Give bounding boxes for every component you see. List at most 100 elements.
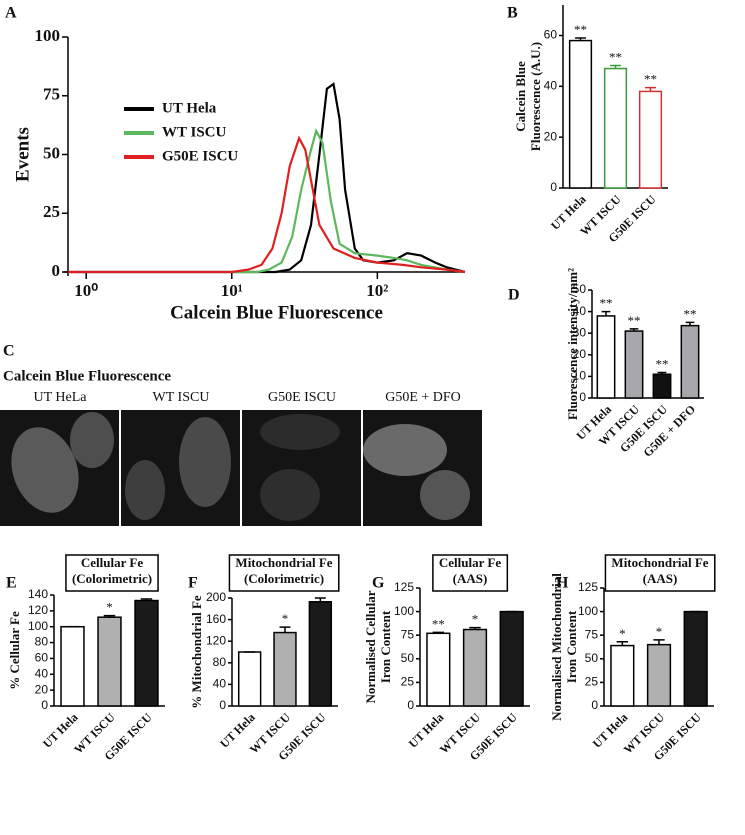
y-tick-label: 80 bbox=[213, 655, 227, 669]
title-frame bbox=[228, 554, 340, 592]
bar bbox=[97, 616, 122, 707]
image-label: WT ISCU bbox=[153, 390, 210, 405]
y-tick-label: 100 bbox=[578, 604, 598, 618]
bar bbox=[680, 324, 700, 399]
y-axis-label: % Cellular Fe bbox=[7, 611, 22, 690]
chart-title: Cellular Fe bbox=[439, 555, 501, 570]
series-line bbox=[68, 82, 466, 274]
y-tick-label: 0 bbox=[219, 698, 226, 712]
error-bar bbox=[685, 321, 695, 326]
y-tick-label: 60 bbox=[544, 28, 558, 42]
chart-title: (Colorimetric) bbox=[72, 571, 152, 586]
y-axis-label: Fluorescence (A.U.) bbox=[528, 42, 543, 151]
y-tick-label: 20 bbox=[35, 682, 49, 696]
chart-title: (AAS) bbox=[453, 571, 488, 586]
error-bar bbox=[469, 626, 481, 630]
error-bar bbox=[575, 37, 586, 41]
bar bbox=[596, 315, 616, 399]
y-tick-label: 120 bbox=[206, 633, 226, 647]
y-tick-label: 100 bbox=[28, 619, 48, 633]
bar bbox=[610, 644, 635, 707]
micrographs bbox=[0, 410, 482, 526]
cell bbox=[363, 424, 447, 476]
significance: ** bbox=[656, 356, 669, 371]
panel-letter: B bbox=[507, 5, 518, 22]
significance: ** bbox=[574, 22, 587, 37]
legend-label: G50E ISCU bbox=[162, 148, 238, 164]
y-tick-label: 40 bbox=[573, 304, 587, 318]
y-tick-label: 20 bbox=[573, 347, 587, 361]
y-tick-label: 160 bbox=[206, 612, 226, 626]
panel-letter: G bbox=[372, 575, 385, 592]
y-tick-label: 125 bbox=[394, 580, 414, 594]
y-tick-label: 25 bbox=[401, 675, 415, 689]
image-label: UT HeLa bbox=[34, 390, 88, 405]
error-bar bbox=[601, 310, 611, 316]
significance: * bbox=[472, 612, 479, 627]
x-tick-label: 10² bbox=[366, 281, 388, 300]
error-bar bbox=[140, 598, 153, 601]
x-axis-label: Calcein Blue Fluorescence bbox=[170, 302, 383, 323]
bar bbox=[237, 651, 262, 707]
series-line bbox=[68, 135, 466, 274]
y-tick-label: 0 bbox=[41, 698, 48, 712]
cell bbox=[11, 427, 79, 513]
bar bbox=[499, 610, 524, 707]
y-tick-label: 80 bbox=[35, 635, 49, 649]
title-box: Mitochondrial Fe(Colorimetric) bbox=[228, 554, 340, 592]
title-box: Cellular Fe(AAS) bbox=[432, 554, 509, 592]
bar bbox=[308, 601, 333, 707]
significance: ** bbox=[628, 313, 641, 328]
y-axis-label: Iron Content bbox=[378, 610, 393, 683]
title-frame bbox=[432, 554, 509, 592]
x-tick-label: 10⁰ bbox=[74, 281, 98, 300]
significance: ** bbox=[609, 49, 622, 64]
error-bar bbox=[432, 631, 445, 634]
significance: ** bbox=[684, 306, 697, 321]
legend-label: WT ISCU bbox=[162, 124, 226, 140]
y-tick-label: 100 bbox=[35, 26, 61, 45]
bar bbox=[652, 373, 672, 399]
panel-letter: F bbox=[188, 575, 198, 592]
y-tick-label: 50 bbox=[43, 143, 60, 162]
significance: * bbox=[656, 624, 663, 639]
title-box: Cellular Fe(Colorimetric) bbox=[65, 554, 159, 592]
y-tick-label: 120 bbox=[28, 603, 48, 617]
bar bbox=[273, 631, 297, 707]
error-bar bbox=[629, 328, 639, 332]
error-bar bbox=[103, 614, 116, 618]
cell bbox=[260, 469, 320, 521]
error-bar bbox=[610, 64, 621, 69]
y-axis-label: Calcein Blue bbox=[513, 61, 528, 132]
error-bar bbox=[645, 86, 656, 92]
panel-letter: H bbox=[556, 575, 569, 592]
y-axis-label: Events bbox=[12, 127, 33, 182]
y-axis-label: Fluorescence intensity/mm² bbox=[565, 268, 580, 420]
cell bbox=[70, 412, 114, 468]
bar bbox=[426, 632, 451, 707]
error-bar bbox=[653, 639, 665, 645]
y-tick-label: 25 bbox=[585, 675, 599, 689]
panel-letter: A bbox=[5, 5, 17, 22]
y-tick-label: 75 bbox=[43, 85, 60, 104]
chart-title: (AAS) bbox=[643, 571, 678, 586]
y-tick-label: 0 bbox=[550, 180, 557, 194]
significance: ** bbox=[432, 616, 445, 631]
y-axis-label: Normalised Mitochondrial bbox=[549, 573, 564, 721]
y-tick-label: 20 bbox=[544, 129, 558, 143]
title-box: Mitochondrial Fe(AAS) bbox=[604, 554, 716, 592]
panel-letter: E bbox=[6, 575, 17, 592]
significance: ** bbox=[600, 296, 613, 311]
chart-title: (Colorimetric) bbox=[244, 571, 324, 586]
chart-title: Mitochondrial Fe bbox=[235, 555, 332, 570]
x-tick-label: 10¹ bbox=[221, 281, 243, 300]
bar bbox=[603, 67, 628, 189]
legend-label: UT Hela bbox=[162, 100, 217, 116]
error-bar bbox=[279, 626, 291, 633]
panel-letter: C bbox=[3, 343, 15, 360]
cell bbox=[179, 417, 231, 507]
y-tick-label: 30 bbox=[573, 325, 587, 339]
y-tick-label: 75 bbox=[401, 627, 415, 641]
bar bbox=[134, 599, 159, 707]
